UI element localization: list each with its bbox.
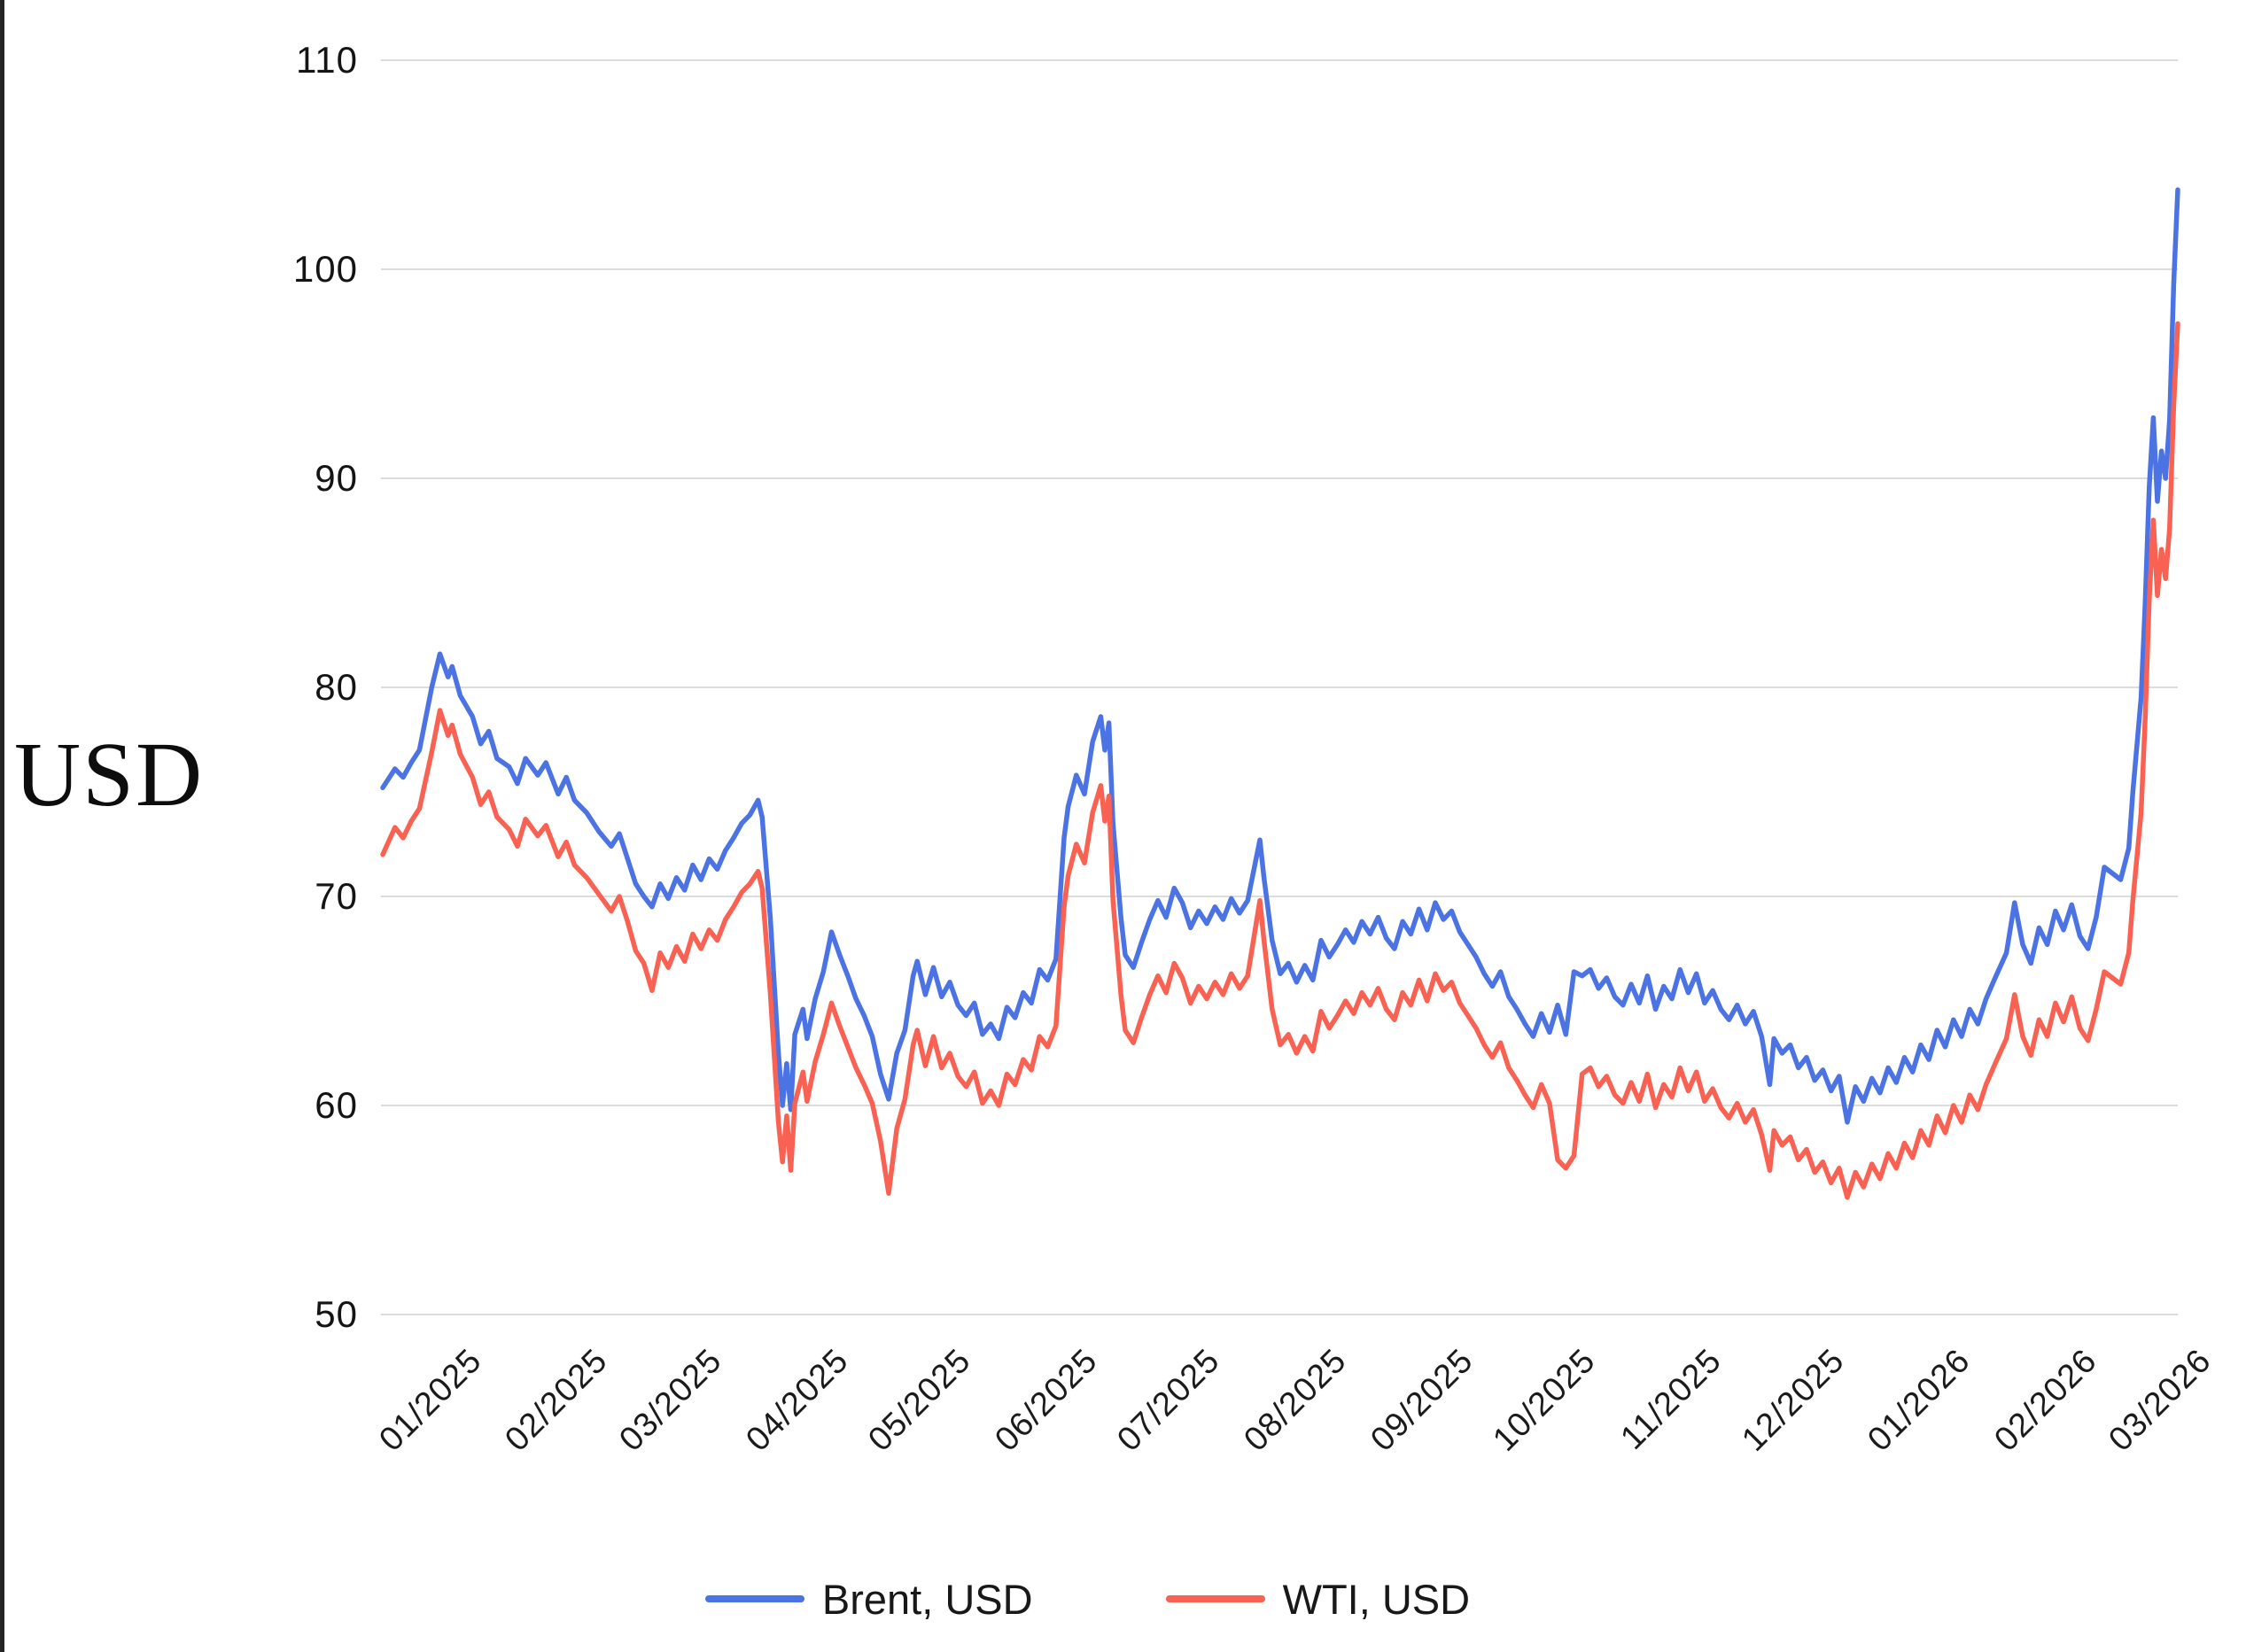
brent-line-swatch bbox=[704, 1595, 804, 1602]
legend: Brent, USD WTI, USD bbox=[0, 1561, 2175, 1637]
y-tick-label-100: 100 bbox=[292, 248, 358, 290]
brent-series-line bbox=[380, 187, 2180, 1125]
y-tick-label-110: 110 bbox=[296, 39, 358, 81]
y-tick-label-70: 70 bbox=[315, 875, 358, 917]
legend-label-brent: Brent, USD bbox=[821, 1575, 1033, 1623]
legend-item-brent: Brent, USD bbox=[704, 1575, 1033, 1624]
legend-label-wti: WTI, USD bbox=[1282, 1575, 1471, 1623]
window-left-border bbox=[0, 0, 4, 1652]
y-tick-label-60: 60 bbox=[315, 1084, 358, 1126]
y-tick-label-90: 90 bbox=[315, 457, 358, 499]
wti-line-swatch bbox=[1165, 1595, 1265, 1602]
y-axis-title: USD bbox=[14, 724, 205, 826]
y-tick-label-50: 50 bbox=[315, 1293, 358, 1335]
wti-series-line bbox=[380, 321, 2180, 1200]
y-tick-label-80: 80 bbox=[315, 666, 358, 708]
legend-item-wti: WTI, USD bbox=[1165, 1575, 1471, 1624]
